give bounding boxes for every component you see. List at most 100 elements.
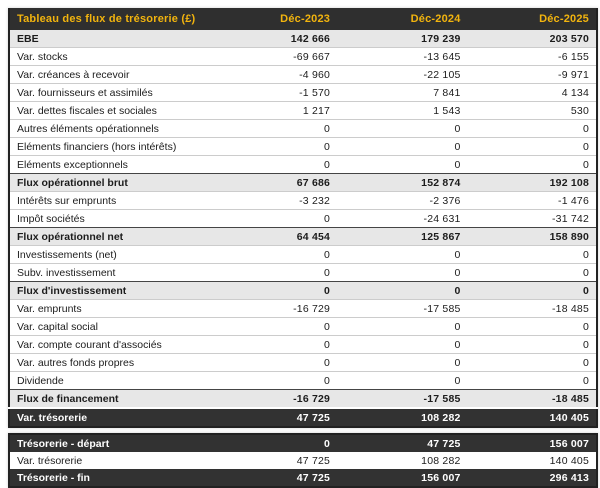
row-value: -31 742 [467, 209, 597, 228]
table-row: Var. stocks -69 667 -13 645 -6 155 [9, 47, 597, 66]
table-row: Impôt sociétés 0 -24 631 -31 742 [9, 209, 597, 228]
row-value: 296 413 [467, 469, 597, 487]
row-value: 140 405 [467, 452, 597, 469]
cashflow-report-page: Tableau des flux de trésorerie (£) Déc-2… [8, 8, 598, 488]
row-label: Var. trésorerie [9, 452, 232, 469]
row-value: 7 841 [337, 83, 468, 102]
row-value: 47 725 [231, 407, 338, 427]
row-label: Var. fournisseurs et assimilés [9, 83, 232, 102]
row-label: Flux opérationnel brut [9, 173, 232, 192]
table-row: Eléments exceptionnels 0 0 0 [9, 155, 597, 174]
header-row: Tableau des flux de trésorerie (£) Déc-2… [9, 8, 597, 30]
row-value: 0 [467, 281, 597, 300]
row-label: Var. autres fonds propres [9, 353, 232, 372]
table-row: Var. créances à recevoir -4 960 -22 105 -9 … [9, 65, 597, 84]
table-row: Var. fournisseurs et assimilés -1 570 7 84… [9, 83, 597, 102]
cashflow-table-header: Tableau des flux de trésorerie (£) Déc-2… [9, 8, 597, 30]
table-row: Dividende 0 0 0 [9, 371, 597, 390]
row-value: 0 [231, 245, 338, 264]
row-value: 0 [467, 335, 597, 354]
row-value: -18 485 [467, 299, 597, 318]
row-value: 0 [337, 155, 468, 174]
row-value: 0 [231, 353, 338, 372]
table-row: Investissements (net) 0 0 0 [9, 245, 597, 264]
table-row: Var. dettes fiscales et sociales 1 217 1 5… [9, 101, 597, 120]
row-label: Autres éléments opérationnels [9, 119, 232, 138]
row-value: -3 232 [231, 191, 338, 210]
table-title: Tableau des flux de trésorerie (£) [9, 8, 232, 30]
row-value: 108 282 [337, 407, 468, 427]
row-value: -24 631 [337, 209, 468, 228]
row-value: 0 [337, 317, 468, 336]
cashflow-table: Tableau des flux de trésorerie (£) Déc-2… [8, 8, 598, 428]
row-value: -16 729 [231, 299, 338, 318]
row-value: 0 [231, 155, 338, 174]
row-value: 0 [467, 263, 597, 282]
row-label: Trésorerie - départ [9, 434, 232, 452]
row-value: -18 485 [467, 389, 597, 408]
row-value: 1 543 [337, 101, 468, 120]
row-value: 158 890 [467, 227, 597, 246]
row-value: -2 376 [337, 191, 468, 210]
row-value: 0 [231, 335, 338, 354]
row-label: Var. compte courant d'associés [9, 335, 232, 354]
row-label: Var. capital social [9, 317, 232, 336]
row-value: 64 454 [231, 227, 338, 246]
row-value: -4 960 [231, 65, 338, 84]
row-value: -17 585 [337, 299, 468, 318]
row-value: 152 874 [337, 173, 468, 192]
row-value: 1 217 [231, 101, 338, 120]
row-value: 0 [231, 317, 338, 336]
table-row: Intérêts sur emprunts -3 232 -2 376 -1 476 [9, 191, 597, 210]
row-value: -13 645 [337, 47, 468, 66]
row-label: Subv. investissement [9, 263, 232, 282]
column-header-dec-2023: Déc-2023 [231, 8, 338, 30]
row-value: 0 [337, 245, 468, 264]
row-label: Eléments financiers (hors intérêts) [9, 137, 232, 156]
table-row: Var. compte courant d'associés 0 0 0 [9, 335, 597, 354]
row-value: 0 [337, 137, 468, 156]
row-label: Var. créances à recevoir [9, 65, 232, 84]
row-value: 0 [337, 281, 468, 300]
row-value: -17 585 [337, 389, 468, 408]
row-value: 0 [231, 137, 338, 156]
row-value: -9 971 [467, 65, 597, 84]
row-value: 108 282 [337, 452, 468, 469]
row-label: Var. trésorerie [9, 407, 232, 427]
table-row: Flux opérationnel net 64 454 125 867 158 89… [9, 227, 597, 246]
row-value: 0 [467, 245, 597, 264]
row-label: Intérêts sur emprunts [9, 191, 232, 210]
row-label: Investissements (net) [9, 245, 232, 264]
row-value: 0 [467, 371, 597, 390]
row-label: Flux opérationnel net [9, 227, 232, 246]
row-value: 0 [467, 137, 597, 156]
table-row: Eléments financiers (hors intérêts) 0 0 0 [9, 137, 597, 156]
row-label: Var. emprunts [9, 299, 232, 318]
row-value: 156 007 [467, 434, 597, 452]
row-value: 0 [337, 119, 468, 138]
table-row: Var. trésorerie 47 725 108 282 140 405 [9, 407, 597, 427]
row-value: 0 [467, 119, 597, 138]
row-value: 156 007 [337, 469, 468, 487]
row-value: 142 666 [231, 30, 338, 48]
row-value: 4 134 [467, 83, 597, 102]
table-row: Flux opérationnel brut 67 686 152 874 192 1… [9, 173, 597, 192]
row-value: -6 155 [467, 47, 597, 66]
row-value: 47 725 [231, 469, 338, 487]
row-label: Eléments exceptionnels [9, 155, 232, 174]
table-row: Flux de financement -16 729 -17 585 -18 485 [9, 389, 597, 408]
table-row: Trésorerie - fin 47 725 156 007 296 413 [9, 469, 597, 487]
table-row: Var. capital social 0 0 0 [9, 317, 597, 336]
row-value: -69 667 [231, 47, 338, 66]
row-value: 47 725 [337, 434, 468, 452]
table-row: Flux d'investissement 0 0 0 [9, 281, 597, 300]
row-value: 0 [337, 335, 468, 354]
row-value: 0 [231, 119, 338, 138]
column-header-dec-2024: Déc-2024 [337, 8, 468, 30]
table-row: Var. trésorerie 47 725 108 282 140 405 [9, 452, 597, 469]
row-value: 125 867 [337, 227, 468, 246]
row-label: Flux d'investissement [9, 281, 232, 300]
row-value: -1 476 [467, 191, 597, 210]
row-label: Dividende [9, 371, 232, 390]
row-value: -16 729 [231, 389, 338, 408]
